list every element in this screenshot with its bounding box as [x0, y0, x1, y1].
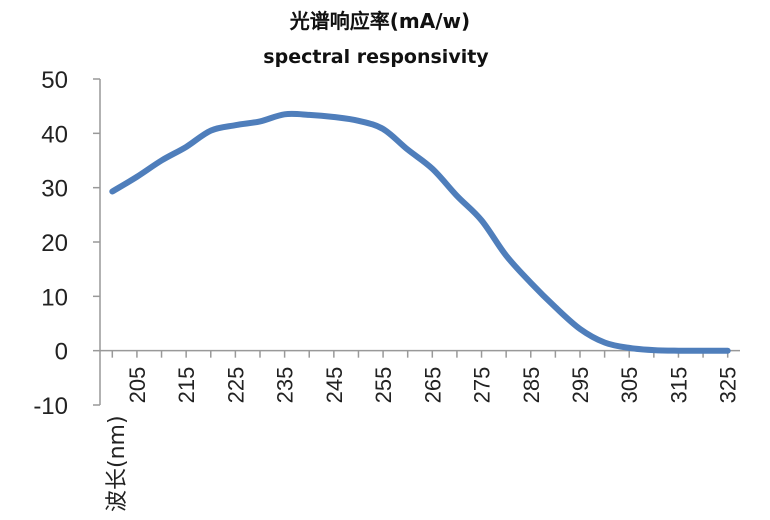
x-axis: 205 215 225 235 245 255 265 275 285 295 305 315 325 — [100, 349, 741, 404]
series-line-0 — [109, 110, 731, 354]
x-tick-label: 255 — [371, 367, 396, 404]
x-axis-title: 波长(nm) — [105, 415, 130, 512]
y-tick-label: 0 — [55, 339, 68, 366]
x-tick-label: 235 — [273, 367, 298, 404]
x-tick-label: 305 — [617, 367, 642, 404]
x-tick-label: 295 — [568, 367, 593, 404]
x-tick-label: 215 — [174, 367, 199, 404]
x-tick-label: 275 — [470, 367, 495, 404]
x-tick-label: 285 — [519, 367, 544, 404]
x-tick-label: 325 — [716, 367, 741, 404]
y-tick-label: 30 — [41, 176, 68, 203]
y-tick-label: -10 — [33, 393, 68, 420]
y-axis: 50 40 30 20 10 0 -10 — [33, 67, 101, 420]
x-tick-label: 225 — [223, 367, 248, 404]
y-tick-label: 40 — [41, 121, 68, 148]
y-tick-label: 50 — [41, 67, 68, 94]
x-tick-label: 265 — [420, 367, 445, 404]
chart-subtitle: spectral responsivity — [263, 46, 489, 68]
series-layer — [109, 110, 731, 354]
x-tick-label: 315 — [666, 367, 691, 404]
y-tick-label: 20 — [41, 230, 68, 257]
chart-title: 光谱响应率(mA/w) — [289, 9, 470, 33]
x-tick-label: 245 — [322, 367, 347, 404]
y-tick-label: 10 — [41, 284, 68, 311]
x-tick-label: 205 — [125, 367, 150, 404]
